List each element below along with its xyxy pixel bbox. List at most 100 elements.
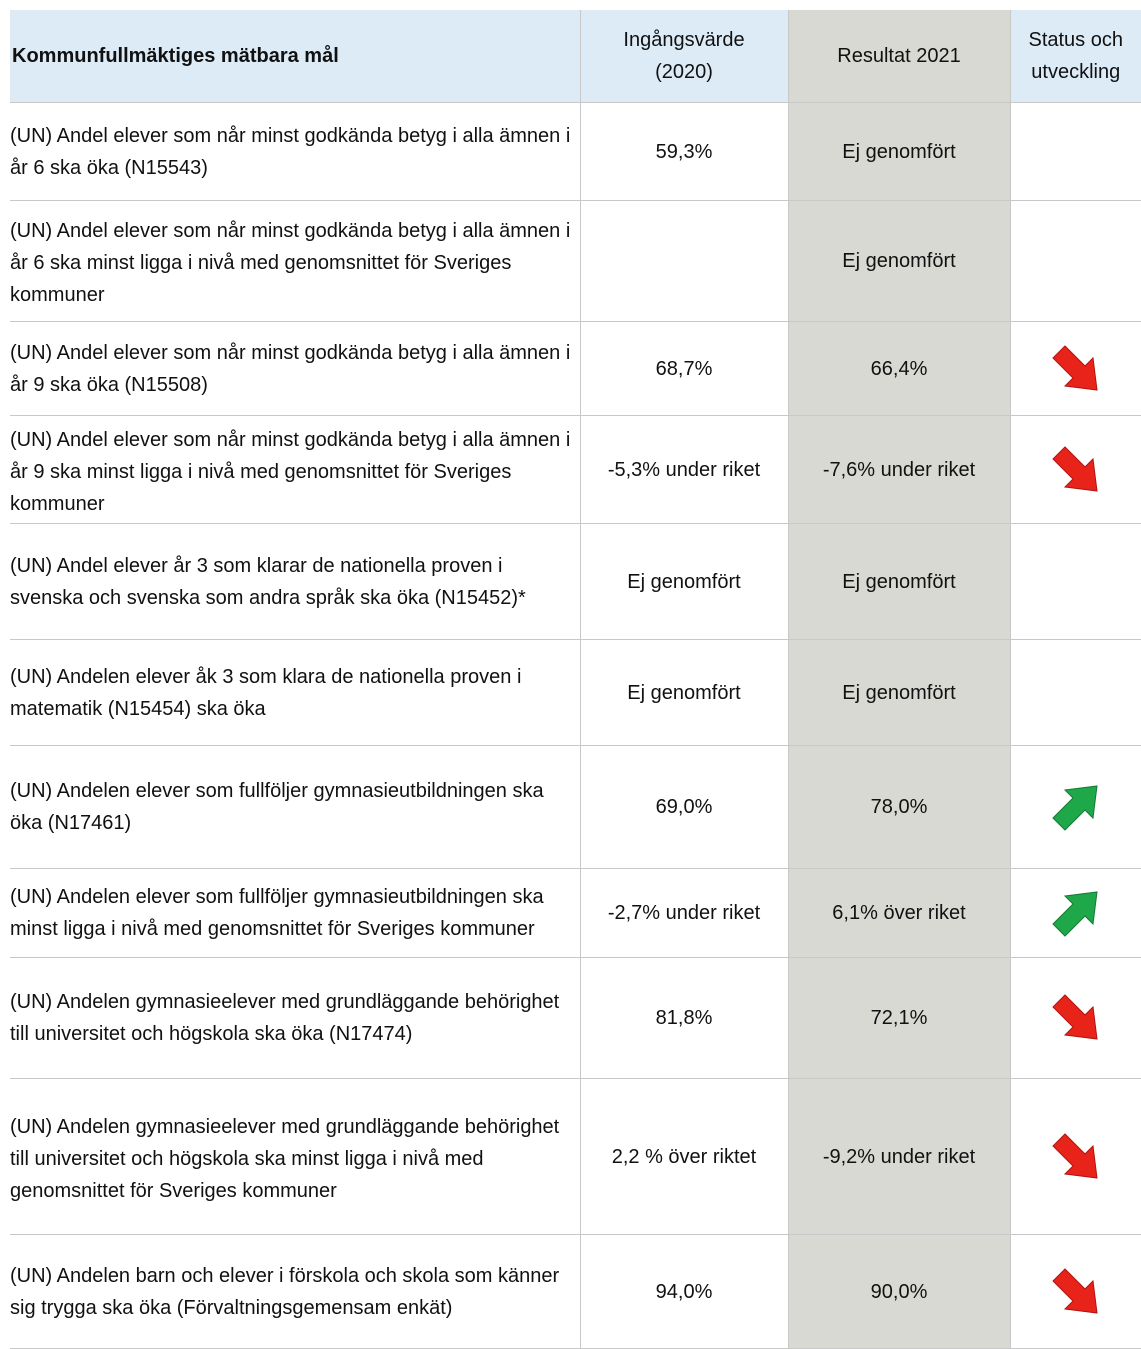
goals-table: Kommunfullmäktiges mätbara mål Ingångsvä…: [10, 10, 1141, 1349]
table-cell: 94,0%: [579, 1234, 788, 1349]
status-cell: [1009, 321, 1141, 416]
status-cell: [1009, 957, 1141, 1079]
goal-text: (UN) Andel elever år 3 som klarar de nat…: [10, 554, 526, 609]
goal-text: (UN) Andel elever som når minst godkända…: [10, 124, 571, 179]
table-row: (UN) Andelen elever som fullföljer gymna…: [10, 745, 1141, 869]
table-cell: 78,0%: [787, 745, 1010, 869]
table-row: (UN) Andel elever som når minst godkända…: [10, 200, 1141, 322]
table-cell: Ej genomfört: [787, 102, 1010, 201]
arrow-up: [1052, 785, 1098, 831]
goal-text: (UN) Andelen elever åk 3 som klara de na…: [10, 665, 522, 720]
status-cell: [1009, 523, 1141, 640]
value-text: 69,0%: [655, 796, 713, 818]
table-cell: 59,3%: [579, 102, 788, 201]
table-cell: Ej genomfört: [787, 200, 1010, 322]
value-text: 68,7%: [655, 357, 713, 380]
table-cell: Ej genomfört: [787, 523, 1010, 640]
value-text: 94,0%: [655, 1280, 713, 1303]
goal-text: (UN) Andelen elever som fullföljer gymna…: [10, 886, 544, 940]
value-text: Ej genomfört: [627, 681, 741, 704]
value-text: -7,6% under riket: [822, 458, 976, 481]
table-cell: (UN) Andel elever år 3 som klarar de nat…: [10, 523, 580, 640]
arrow-down: [1052, 1267, 1098, 1314]
table-cell: 81,8%: [579, 957, 788, 1079]
header-cell: Ingångsvärde (2020): [579, 10, 788, 103]
table-cell: 72,1%: [787, 957, 1010, 1079]
arrow-down: [1052, 994, 1098, 1040]
table-row: (UN) Andelen gymnasieelever med grundläg…: [10, 957, 1141, 1079]
header-cell: Status och utveckling: [1009, 10, 1141, 103]
table-cell: 68,7%: [579, 321, 788, 416]
header-cell: Kommunfullmäktiges mätbara mål: [10, 10, 580, 103]
value-text: Ej genomfört: [842, 681, 956, 704]
table-cell: 66,4%: [787, 321, 1010, 416]
status-cell: [1009, 639, 1141, 746]
goal-text: (UN) Andelen barn och elever i förskola …: [10, 1264, 560, 1319]
table-row: (UN) Andel elever som når minst godkända…: [10, 415, 1141, 524]
table-row: (UN) Andelen gymnasieelever med grundläg…: [10, 1078, 1141, 1235]
value-text: 66,4%: [870, 357, 928, 380]
arrow-down: [1052, 445, 1098, 492]
value-text: -2,7% under riket: [607, 902, 761, 924]
status-cell: [1009, 1078, 1141, 1235]
table-cell: (UN) Andel elever som når minst godkända…: [10, 415, 580, 524]
value-text: Ej genomfört: [842, 570, 956, 593]
goal-text: (UN) Andelen elever som fullföljer gymna…: [10, 780, 544, 834]
goal-text: (UN) Andel elever som når minst godkända…: [10, 428, 571, 515]
table-cell: (UN) Andelen gymnasieelever med grundläg…: [10, 957, 580, 1079]
header-text: Resultat 2021: [837, 45, 961, 67]
header-cell: Resultat 2021: [787, 10, 1010, 103]
value-text: 2,2 % över riktet: [611, 1145, 757, 1168]
table-row: (UN) Andel elever som når minst godkända…: [10, 102, 1141, 201]
table-cell: (UN) Andel elever som når minst godkända…: [10, 102, 580, 201]
table-cell: -5,3% under riket: [579, 415, 788, 524]
table-row: (UN) Andel elever som når minst godkända…: [10, 321, 1141, 416]
table-cell: 6,1% över riket: [787, 868, 1010, 958]
status-cell: [1009, 415, 1141, 524]
table-cell: [579, 200, 788, 322]
header-text: Kommunfullmäktiges mätbara mål: [12, 45, 339, 67]
table-cell: (UN) Andelen elever som fullföljer gymna…: [10, 745, 580, 869]
value-text: 6,1% över riket: [832, 902, 966, 924]
table-cell: Ej genomfört: [579, 523, 788, 640]
table-cell: (UN) Andelen barn och elever i förskola …: [10, 1234, 580, 1349]
table-cell: (UN) Andel elever som når minst godkända…: [10, 200, 580, 322]
status-cell: [1009, 102, 1141, 201]
header-text: Ingångsvärde (2020): [623, 29, 745, 83]
table-row: (UN) Andelen barn och elever i förskola …: [10, 1234, 1141, 1349]
value-text: 59,3%: [655, 140, 713, 163]
value-text: -9,2% under riket: [822, 1145, 976, 1168]
table-cell: Ej genomfört: [579, 639, 788, 746]
table-cell: -2,7% under riket: [579, 868, 788, 958]
status-cell: [1009, 868, 1141, 958]
header-text: Status och utveckling: [1028, 29, 1123, 83]
table-row: (UN) Andelen elever åk 3 som klara de na…: [10, 639, 1141, 746]
value-text: Ej genomfört: [627, 570, 741, 593]
table-cell: 90,0%: [787, 1234, 1010, 1349]
table-cell: (UN) Andelen gymnasieelever med grundläg…: [10, 1078, 580, 1235]
table-cell: 69,0%: [579, 745, 788, 869]
arrow-down: [1052, 1132, 1098, 1179]
goal-text: (UN) Andel elever som når minst godkända…: [10, 341, 571, 396]
header-row: Kommunfullmäktiges mätbara mål Ingångsvä…: [10, 10, 1141, 103]
table-row: (UN) Andel elever år 3 som klarar de nat…: [10, 523, 1141, 640]
table-cell: 2,2 % över riktet: [579, 1078, 788, 1235]
table-row: (UN) Andelen elever som fullföljer gymna…: [10, 868, 1141, 958]
value-text: 72,1%: [870, 1007, 928, 1029]
arrow-up: [1052, 891, 1098, 937]
goal-text: (UN) Andelen gymnasieelever med grundläg…: [10, 991, 560, 1045]
table-cell: (UN) Andel elever som når minst godkända…: [10, 321, 580, 416]
value-text: Ej genomfört: [842, 250, 956, 272]
value-text: -5,3% under riket: [607, 458, 761, 481]
table-cell: -9,2% under riket: [787, 1078, 1010, 1235]
status-cell: [1009, 200, 1141, 322]
value-text: 78,0%: [870, 796, 928, 818]
goal-text: (UN) Andel elever som når minst godkända…: [10, 220, 571, 306]
status-cell: [1009, 1234, 1141, 1349]
table-cell: -7,6% under riket: [787, 415, 1010, 524]
table-cell: (UN) Andelen elever åk 3 som klara de na…: [10, 639, 580, 746]
goal-text: (UN) Andelen gymnasieelever med grundläg…: [10, 1115, 560, 1202]
value-text: 81,8%: [655, 1007, 713, 1029]
table-body: (UN) Andel elever som når minst godkända…: [10, 102, 1141, 1349]
